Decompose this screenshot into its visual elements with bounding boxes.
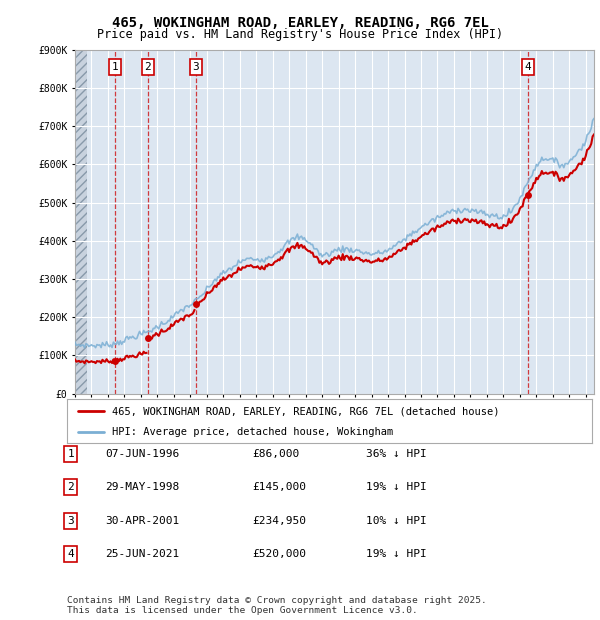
Text: 10% ↓ HPI: 10% ↓ HPI: [366, 516, 427, 526]
Text: 07-JUN-1996: 07-JUN-1996: [105, 449, 179, 459]
Text: 25-JUN-2021: 25-JUN-2021: [105, 549, 179, 559]
Text: Contains HM Land Registry data © Crown copyright and database right 2025.
This d: Contains HM Land Registry data © Crown c…: [67, 596, 487, 615]
Text: HPI: Average price, detached house, Wokingham: HPI: Average price, detached house, Woki…: [112, 427, 393, 437]
Text: 4: 4: [67, 549, 74, 559]
Text: 465, WOKINGHAM ROAD, EARLEY, READING, RG6 7EL (detached house): 465, WOKINGHAM ROAD, EARLEY, READING, RG…: [112, 406, 499, 416]
Text: £86,000: £86,000: [252, 449, 299, 459]
Text: £145,000: £145,000: [252, 482, 306, 492]
Text: 30-APR-2001: 30-APR-2001: [105, 516, 179, 526]
Text: £520,000: £520,000: [252, 549, 306, 559]
Text: 1: 1: [112, 62, 119, 72]
Text: 29-MAY-1998: 29-MAY-1998: [105, 482, 179, 492]
Text: 1: 1: [67, 449, 74, 459]
Bar: [75, 50, 88, 394]
Text: 465, WOKINGHAM ROAD, EARLEY, READING, RG6 7EL: 465, WOKINGHAM ROAD, EARLEY, READING, RG…: [112, 16, 488, 30]
Text: £234,950: £234,950: [252, 516, 306, 526]
Text: 19% ↓ HPI: 19% ↓ HPI: [366, 482, 427, 492]
Text: 36% ↓ HPI: 36% ↓ HPI: [366, 449, 427, 459]
Text: 19% ↓ HPI: 19% ↓ HPI: [366, 549, 427, 559]
Text: 2: 2: [144, 62, 151, 72]
Text: 4: 4: [524, 62, 531, 72]
Text: Price paid vs. HM Land Registry's House Price Index (HPI): Price paid vs. HM Land Registry's House …: [97, 28, 503, 41]
Text: 2: 2: [67, 482, 74, 492]
Text: 3: 3: [67, 516, 74, 526]
Text: 3: 3: [193, 62, 199, 72]
